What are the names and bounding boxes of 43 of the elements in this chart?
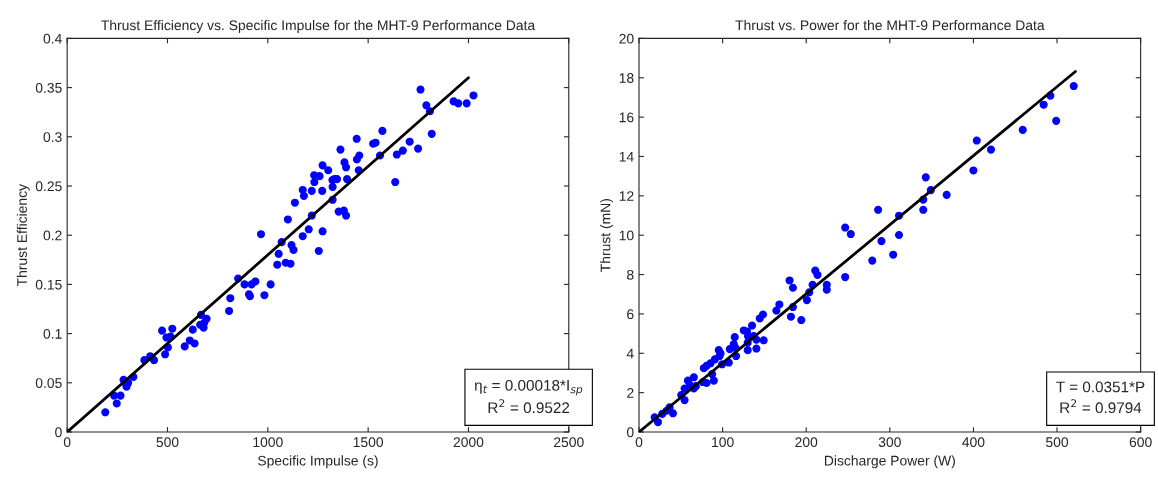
- y-tick-label: 0.1: [43, 328, 62, 339]
- x-tick-label: 2000: [453, 437, 484, 448]
- y-tick-label: 0.05: [35, 378, 62, 388]
- y-tick-label: 0.2: [43, 230, 62, 241]
- annotation: R$^{2}$ = 0.9522: [488, 399, 570, 414]
- y-tick-label: 0.3: [43, 132, 62, 142]
- y-tick-label: 12: [619, 191, 634, 201]
- x-axis-title: Discharge Power (W): [824, 455, 955, 469]
- annotation: R$^{2}$ = 0.9794: [1060, 399, 1142, 414]
- y-tick-label: 0.25: [35, 181, 62, 192]
- x-axis-title: Specific Impulse (s): [258, 455, 378, 469]
- y-tick-label: 6: [627, 309, 634, 320]
- x-tick-label: 500: [1046, 437, 1069, 448]
- annotation: T = 0.0351*P: [1056, 381, 1145, 393]
- x-tick-label: 600: [1129, 437, 1152, 448]
- y-tick-label: 0: [55, 427, 62, 438]
- y-tick-label: 10: [619, 230, 634, 241]
- x-tick-label: 0: [635, 437, 643, 448]
- y-tick-label: 18: [619, 73, 634, 83]
- annotation: η$_{t}$ = 0.00018*I$_{sp}$: [474, 379, 583, 396]
- y-tick-label: 16: [619, 112, 634, 123]
- y-tick-label: 0.35: [35, 82, 62, 93]
- y-tick-label: 14: [619, 151, 634, 162]
- y-tick-label: 4: [626, 348, 634, 359]
- chart-title: Thrust vs. Power for the MHT-9 Performance Data: [735, 20, 1045, 31]
- y-axis-title: Thrust Efficiency: [16, 184, 30, 287]
- y-tick-label: 0: [626, 427, 634, 438]
- x-tick-label: 0: [63, 437, 71, 448]
- y-tick-label: 0.4: [43, 33, 62, 44]
- x-tick-label: 1000: [253, 437, 283, 448]
- y-tick-label: 2: [627, 387, 634, 398]
- x-tick-label: 2500: [554, 437, 584, 448]
- x-tick-label: 200: [795, 437, 818, 448]
- x-tick-label: 100: [712, 437, 734, 448]
- y-tick-label: 20: [619, 33, 634, 44]
- chart-title: Thrust Efficiency vs. Specific Impulse for the MHT-9 Performance Data: [101, 20, 536, 33]
- x-tick-label: 1500: [353, 437, 384, 448]
- y-tick-label: 8: [627, 269, 634, 280]
- x-tick-label: 400: [962, 437, 985, 448]
- y-axis-title: Thrust (mN): [600, 199, 614, 272]
- x-tick-label: 500: [156, 437, 179, 448]
- y-tick-label: 0.15: [35, 279, 62, 290]
- x-tick-label: 300: [878, 437, 901, 448]
